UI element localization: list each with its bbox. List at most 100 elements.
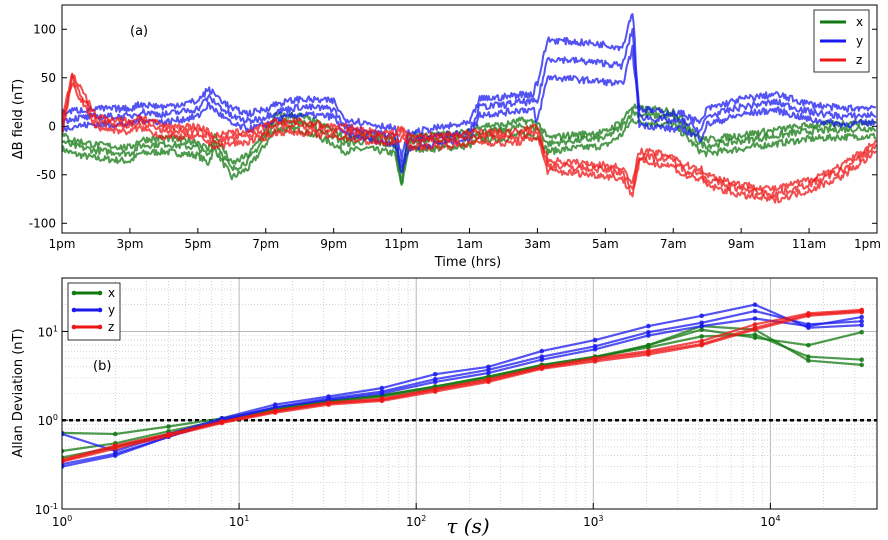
panel-b-y-tick-label: 101 bbox=[38, 324, 58, 339]
panel-a-ticks: -100 -50 0 50 100 1pm 3pm 5pm 7pm 9pm 11pm 1am 3am 5a… bbox=[29, 22, 881, 251]
panel-b-series-z-point bbox=[379, 398, 385, 404]
panel-b-series-y-line bbox=[62, 303, 862, 453]
panel-b-legend-marker-z bbox=[97, 324, 103, 330]
panel-b-legend-marker-x bbox=[71, 290, 77, 296]
panel-b-series-y-point bbox=[646, 323, 651, 329]
panel-b-legend-marker-y bbox=[97, 307, 103, 313]
panel-b-series-y-point bbox=[646, 333, 651, 338]
panel-a-label: (a) bbox=[130, 24, 148, 39]
panel-b-series-z-point bbox=[113, 446, 118, 451]
panel-b-series-z-line bbox=[62, 308, 862, 461]
panel-b-series-z-point bbox=[166, 433, 171, 439]
panel-a-legend-label-z: z bbox=[856, 53, 862, 67]
panel-b-series-y-point bbox=[752, 308, 758, 314]
panel-b-series-z-point bbox=[432, 389, 438, 394]
panel-b-series-x-point bbox=[646, 342, 651, 348]
panel-b-series-x-point bbox=[113, 431, 118, 437]
panel-b-series-z-line bbox=[62, 311, 862, 463]
panel-b-series-z-point bbox=[486, 379, 491, 385]
panel-b-series-x-point bbox=[699, 334, 704, 339]
panel-a-x-tick-label: 1pm bbox=[854, 237, 881, 251]
panel-b-x-tick-label: 104 bbox=[760, 514, 780, 529]
panel-b-series-x-point bbox=[166, 424, 171, 429]
panel-b-series-z-point bbox=[752, 327, 758, 332]
panel-b-x-tick-label: 103 bbox=[583, 514, 603, 529]
panel-b-series-z-point bbox=[806, 313, 811, 319]
panel-b-series-y-point bbox=[379, 391, 385, 396]
panel-a-y-tick-label: 50 bbox=[41, 71, 56, 85]
panel-b-series-y-point bbox=[432, 379, 438, 385]
panel-b-series-y-point bbox=[646, 329, 651, 335]
panel-b-series-x-line bbox=[62, 324, 862, 459]
panel-a-series-z-trace bbox=[62, 73, 877, 198]
panel-b-series-z-point bbox=[859, 309, 864, 315]
panel-b-series-z-point bbox=[592, 359, 598, 364]
panel-a-series-layer bbox=[62, 13, 877, 204]
panel-b-legend-marker-x bbox=[97, 290, 103, 296]
panel-b-series-z-point bbox=[326, 402, 331, 407]
panel-a-y-axis-label: ΔB field (nT) bbox=[11, 79, 26, 159]
panel-b-series-x-point bbox=[752, 335, 758, 341]
panel-b-y-tick-label: 100 bbox=[38, 413, 58, 428]
panel-b-series-z-point bbox=[219, 420, 225, 426]
panel-a-x-tick-label: 5pm bbox=[184, 237, 211, 251]
panel-b-series-y-point bbox=[859, 322, 864, 328]
panel-a-x-axis-label: Time (hrs) bbox=[434, 255, 501, 270]
panel-b-y-axis-label: Allan Deviation (nT) bbox=[11, 328, 26, 457]
panel-b-legend-marker-z bbox=[71, 324, 77, 330]
panel-b-series-z-point bbox=[592, 355, 598, 361]
panel-b-series-x-point bbox=[859, 329, 864, 335]
panel-b-series-y-point bbox=[486, 367, 491, 373]
panel-b-legend-marker-y bbox=[71, 307, 77, 313]
panel-b-series-x-point bbox=[62, 448, 65, 454]
panel-a-legend-label-x: x bbox=[856, 15, 863, 29]
panel-a-legend: xyz bbox=[813, 9, 870, 73]
panel-b-series-y-line bbox=[62, 316, 862, 468]
panel-a-timeseries: -100 -50 0 50 100 1pm 3pm 5pm 7pm 9pm 11pm 1am 3am 5a… bbox=[11, 4, 881, 270]
panel-a-y-tick-label: -100 bbox=[29, 216, 56, 230]
panel-a-series-y-trace bbox=[62, 13, 876, 162]
panel-b-series-x-point bbox=[859, 357, 864, 363]
panel-b-series-y-point bbox=[752, 316, 758, 321]
panel-b-x-tick-label: 102 bbox=[406, 514, 426, 529]
panel-a-x-tick-label: 3am bbox=[524, 237, 551, 251]
panel-b-series-y-point bbox=[379, 385, 385, 391]
panel-b-series-y-point bbox=[806, 323, 811, 329]
panel-b-series-y-point bbox=[592, 347, 598, 352]
panel-b-series-y-point bbox=[699, 323, 704, 329]
panel-b-y-tick-label: 10-1 bbox=[35, 502, 58, 517]
panel-a-x-tick-label: 3pm bbox=[116, 237, 143, 251]
panel-b-label: (b) bbox=[93, 359, 111, 374]
panel-b-series-x-point bbox=[859, 362, 864, 368]
panel-b-series-z-point bbox=[752, 322, 758, 327]
panel-b-x-tick-label: 101 bbox=[229, 514, 249, 529]
panel-b-series-x-point bbox=[806, 358, 811, 363]
panel-a-x-tick-label: 9am bbox=[728, 237, 755, 251]
panel-b-series-layer bbox=[62, 302, 877, 469]
panel-a-legend-label-y: y bbox=[856, 34, 863, 48]
panel-b-legend-label-y: y bbox=[108, 303, 115, 317]
panel-b-series-y-point bbox=[62, 431, 65, 437]
panel-a-y-tick-label: 0 bbox=[48, 119, 56, 133]
panel-b-series-z-point bbox=[272, 410, 278, 415]
panel-b-legend: xyz bbox=[67, 282, 121, 341]
panel-a-x-tick-label: 5am bbox=[592, 237, 619, 251]
panel-a-y-tick-label: -50 bbox=[36, 168, 56, 182]
panel-b-series-y-point bbox=[699, 313, 704, 319]
panel-b-series-y-point bbox=[752, 302, 758, 308]
panel-b-series-x-point bbox=[806, 342, 811, 348]
panel-a-x-tick-label: 1am bbox=[456, 237, 483, 251]
panel-b-series-y-point bbox=[592, 337, 598, 343]
panel-b-series-x-point bbox=[806, 354, 811, 360]
panel-b-series-y-point bbox=[432, 371, 438, 377]
panel-a-y-tick-label: 100 bbox=[33, 22, 56, 36]
panel-b-series-y-point bbox=[113, 453, 118, 458]
panel-a-x-tick-label: 11am bbox=[792, 237, 826, 251]
panel-b-series-y-point bbox=[539, 357, 545, 363]
panel-a-x-tick-label: 1pm bbox=[49, 237, 76, 251]
panel-a-x-tick-label: 9pm bbox=[320, 237, 347, 251]
panel-a-series-z-trace bbox=[62, 72, 877, 193]
